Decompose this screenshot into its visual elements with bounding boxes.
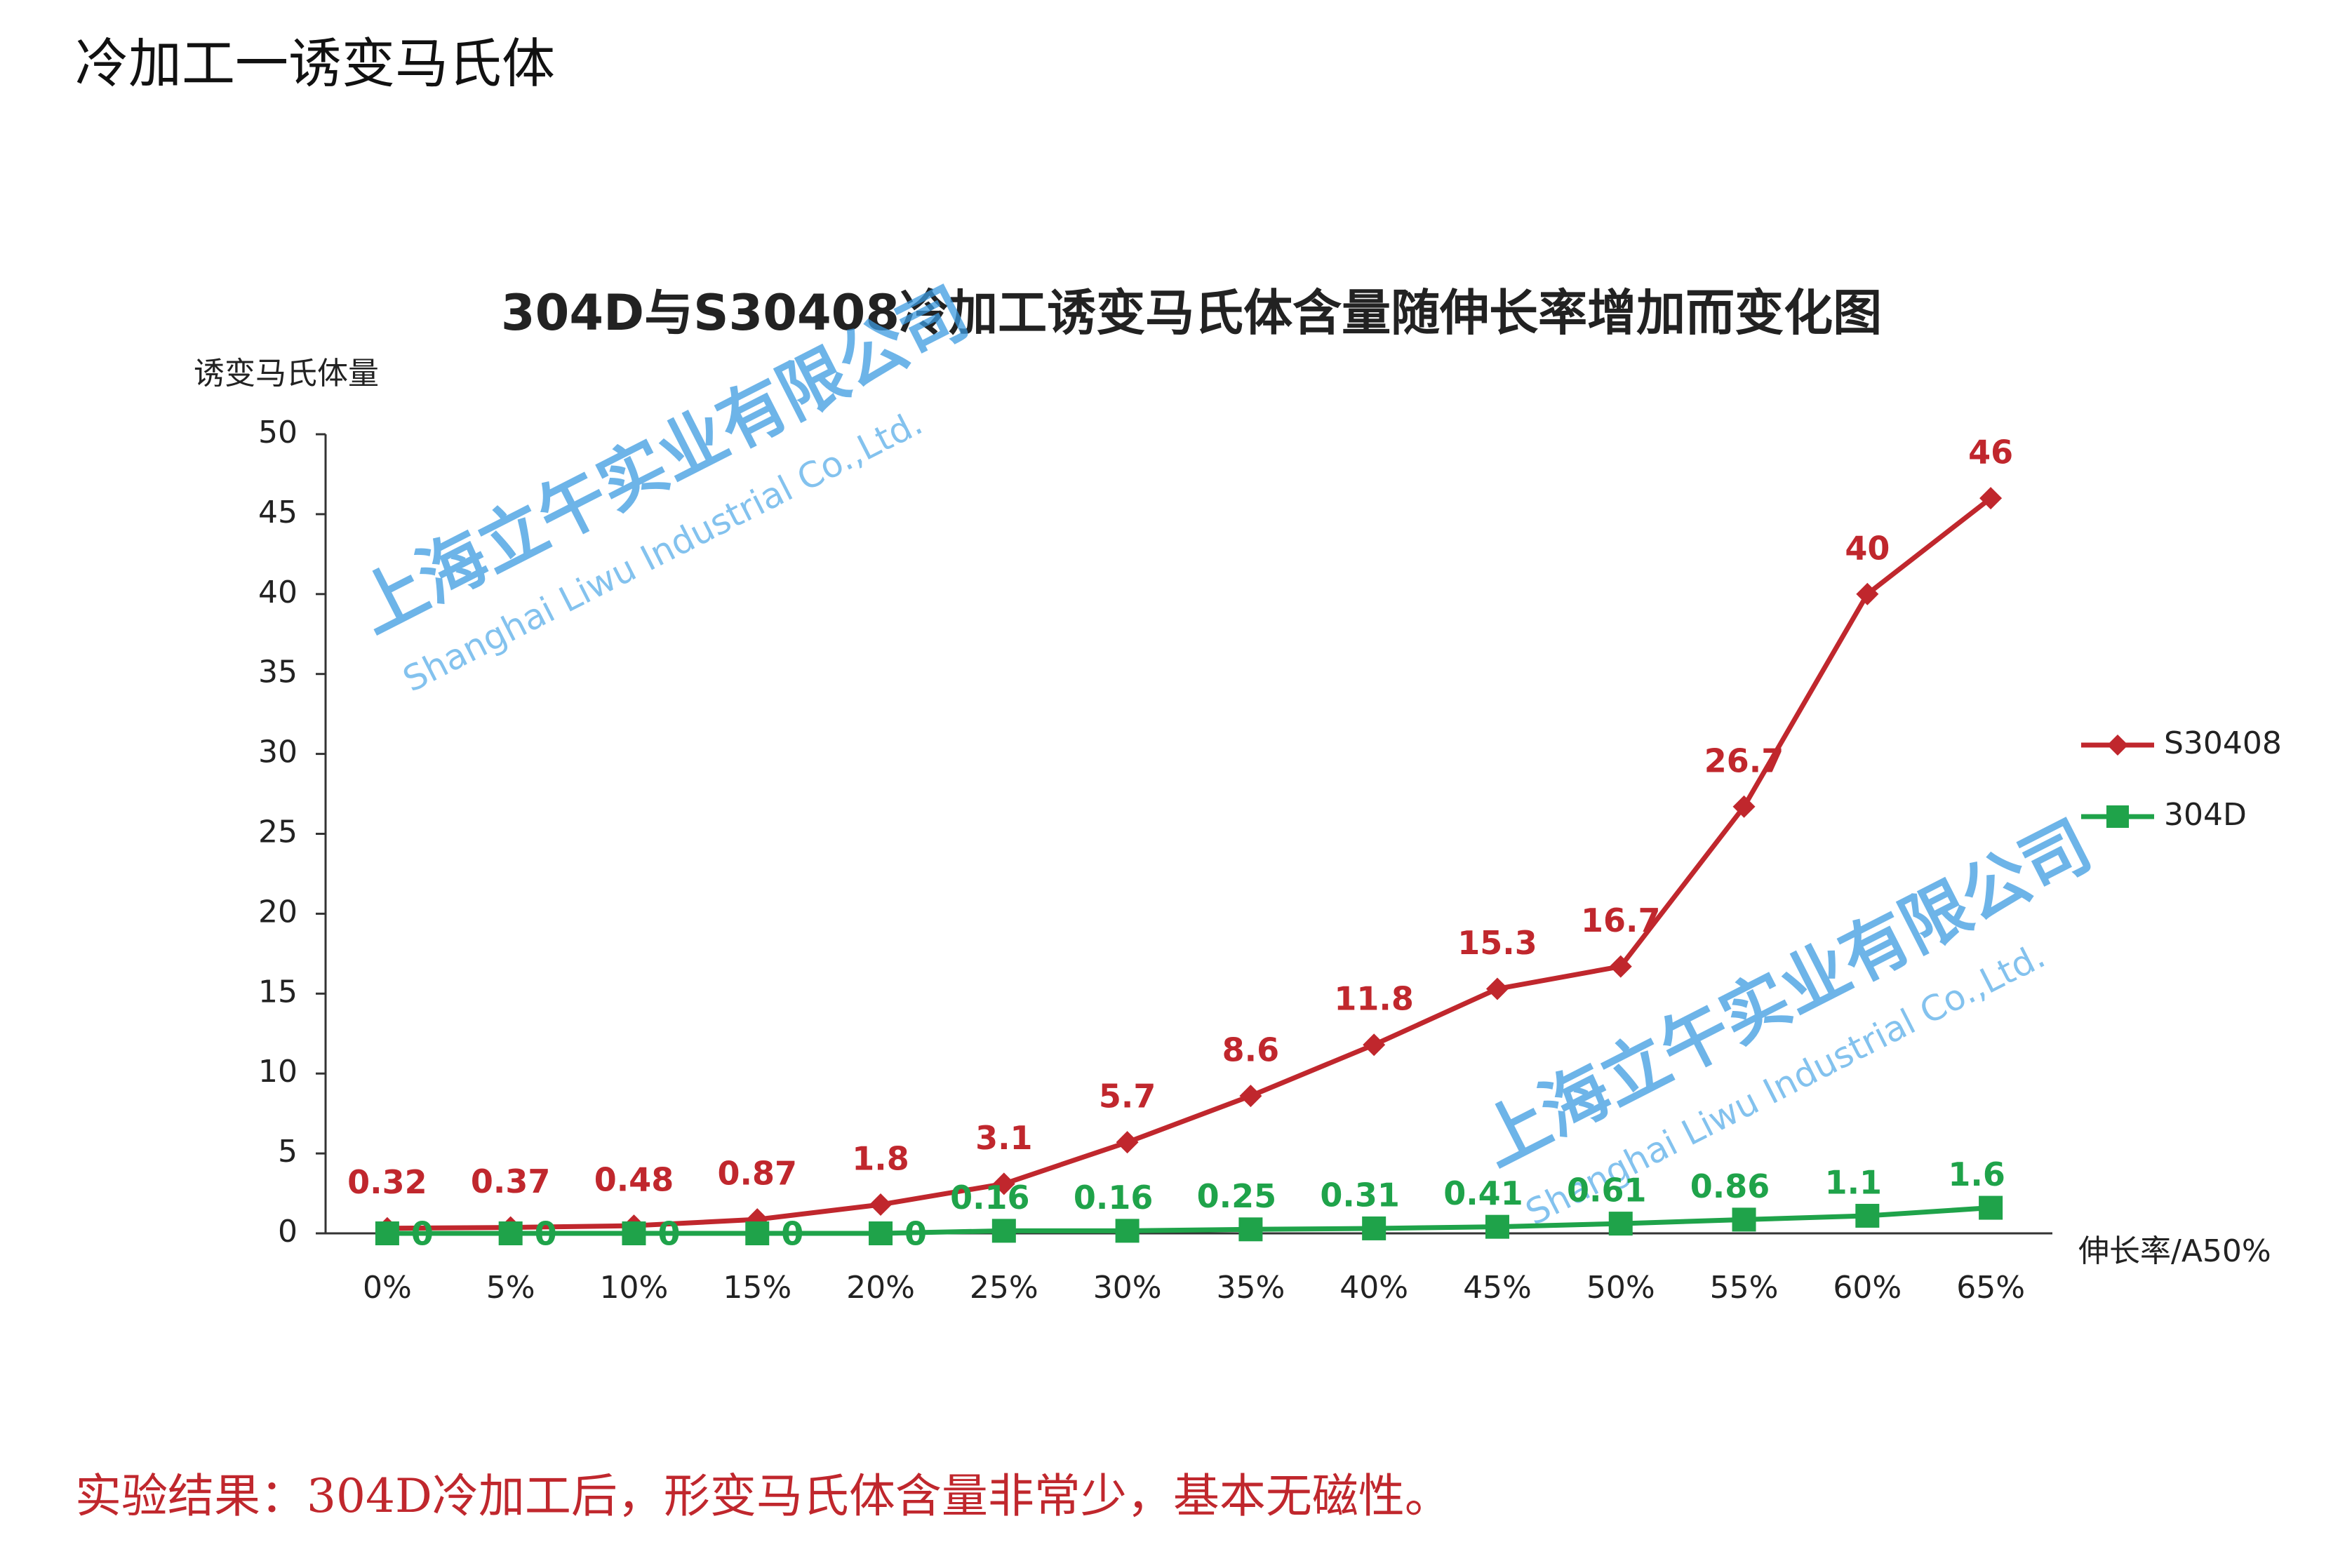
watermark: 上海立午实业有限公司 Shanghai Liwu Industrial Co.,… <box>345 272 2104 1233</box>
y-tick-label: 15 <box>258 974 298 1010</box>
x-tick-label: 35% <box>1216 1270 1285 1306</box>
point <box>1855 1203 1880 1228</box>
y-axis-label: 诱变马氏体量 <box>194 356 379 391</box>
point <box>1856 582 1879 605</box>
x-tick-label: 45% <box>1463 1270 1532 1306</box>
point <box>1115 1219 1140 1243</box>
x-tick-label: 60% <box>1833 1270 1902 1306</box>
data-label: 0 <box>657 1215 680 1253</box>
point <box>1732 795 1756 818</box>
point <box>1979 487 2003 510</box>
y-tick-label: 5 <box>278 1134 298 1170</box>
x-tick-label: 10% <box>600 1270 669 1306</box>
point <box>992 1172 1015 1195</box>
chart-title: 304D与S30408冷加工诱变马氏体含量随伸长率增加而变化图 <box>501 284 1882 342</box>
point <box>498 1221 523 1245</box>
point <box>991 1219 1016 1243</box>
data-label: 1.8 <box>852 1139 909 1177</box>
x-tick-label: 40% <box>1339 1270 1408 1306</box>
point <box>1239 1085 1262 1108</box>
data-label: 3.1 <box>975 1119 1033 1157</box>
point <box>375 1221 399 1245</box>
point <box>1485 977 1509 1000</box>
data-label: 0.41 <box>1443 1174 1523 1212</box>
y-tick-label: 20 <box>258 894 298 930</box>
page-heading: 冷加工一诱变马氏体 <box>75 32 555 95</box>
data-label: 0.16 <box>950 1179 1030 1217</box>
data-label: 26.7 <box>1704 742 1784 779</box>
data-label: 15.3 <box>1457 924 1537 962</box>
point <box>745 1221 770 1245</box>
y-tick-label: 10 <box>258 1054 298 1090</box>
y-tick-label: 50 <box>258 415 298 450</box>
point <box>1485 1214 1509 1239</box>
y-tick-label: 45 <box>258 495 298 530</box>
point <box>869 1221 893 1245</box>
data-label: 11.8 <box>1334 980 1414 1018</box>
x-axis-label: 伸长率/A50% <box>2078 1233 2271 1269</box>
data-label: 40 <box>1845 529 1890 567</box>
x-tick-label: 65% <box>1956 1270 2025 1306</box>
data-label: 0.37 <box>471 1162 551 1200</box>
x-tick-label: 55% <box>1710 1270 1779 1306</box>
legend-marker <box>2106 805 2129 828</box>
data-label: 0 <box>535 1215 557 1253</box>
x-tick-label: 15% <box>723 1270 791 1306</box>
point <box>1362 1216 1387 1240</box>
data-label: 0.87 <box>718 1155 798 1193</box>
point <box>1363 1033 1386 1057</box>
data-label: 0.16 <box>1074 1179 1154 1217</box>
x-tick-label: 5% <box>486 1270 535 1306</box>
data-label: 0 <box>781 1215 803 1253</box>
data-label: 46 <box>1968 434 2013 471</box>
point <box>622 1221 646 1245</box>
data-label: 0.61 <box>1567 1172 1647 1209</box>
point <box>1608 1212 1633 1236</box>
point <box>869 1193 893 1216</box>
y-tick-label: 30 <box>258 735 298 770</box>
series-line <box>387 496 1993 1231</box>
data-label: 16.7 <box>1581 902 1661 939</box>
data-label: 0 <box>904 1215 927 1253</box>
point <box>1979 1195 2003 1220</box>
legend-label: S30408 <box>2164 725 2282 761</box>
data-label: 1.1 <box>1825 1163 1883 1201</box>
data-label: 0.32 <box>347 1163 427 1201</box>
point <box>1116 1131 1139 1154</box>
data-label: 0 <box>411 1215 434 1253</box>
data-label: 5.7 <box>1099 1078 1156 1115</box>
y-tick-label: 40 <box>258 575 298 610</box>
data-label: 0.31 <box>1320 1176 1400 1214</box>
x-tick-label: 25% <box>970 1270 1038 1306</box>
y-tick-label: 35 <box>258 655 298 690</box>
x-tick-label: 0% <box>363 1270 412 1306</box>
series-line <box>387 1205 1991 1236</box>
x-tick-label: 50% <box>1586 1270 1655 1306</box>
data-label: 1.6 <box>1948 1155 2005 1193</box>
point <box>1732 1207 1756 1232</box>
legend-marker <box>2107 735 2128 756</box>
x-tick-label: 20% <box>846 1270 915 1306</box>
data-label: 0.48 <box>594 1161 674 1199</box>
data-label: 0.86 <box>1690 1167 1770 1205</box>
footer-note: 实验结果：304D冷加工后，形变马氏体含量非常少，基本无磁性。 <box>75 1469 1451 1523</box>
y-tick-label: 25 <box>258 815 298 850</box>
legend-label: 304D <box>2164 797 2247 833</box>
data-label: 8.6 <box>1222 1031 1280 1069</box>
x-tick-label: 30% <box>1093 1270 1162 1306</box>
y-tick-label: 0 <box>278 1214 298 1249</box>
point <box>1238 1217 1263 1242</box>
point <box>1609 955 1632 978</box>
data-label: 0.25 <box>1197 1177 1277 1215</box>
